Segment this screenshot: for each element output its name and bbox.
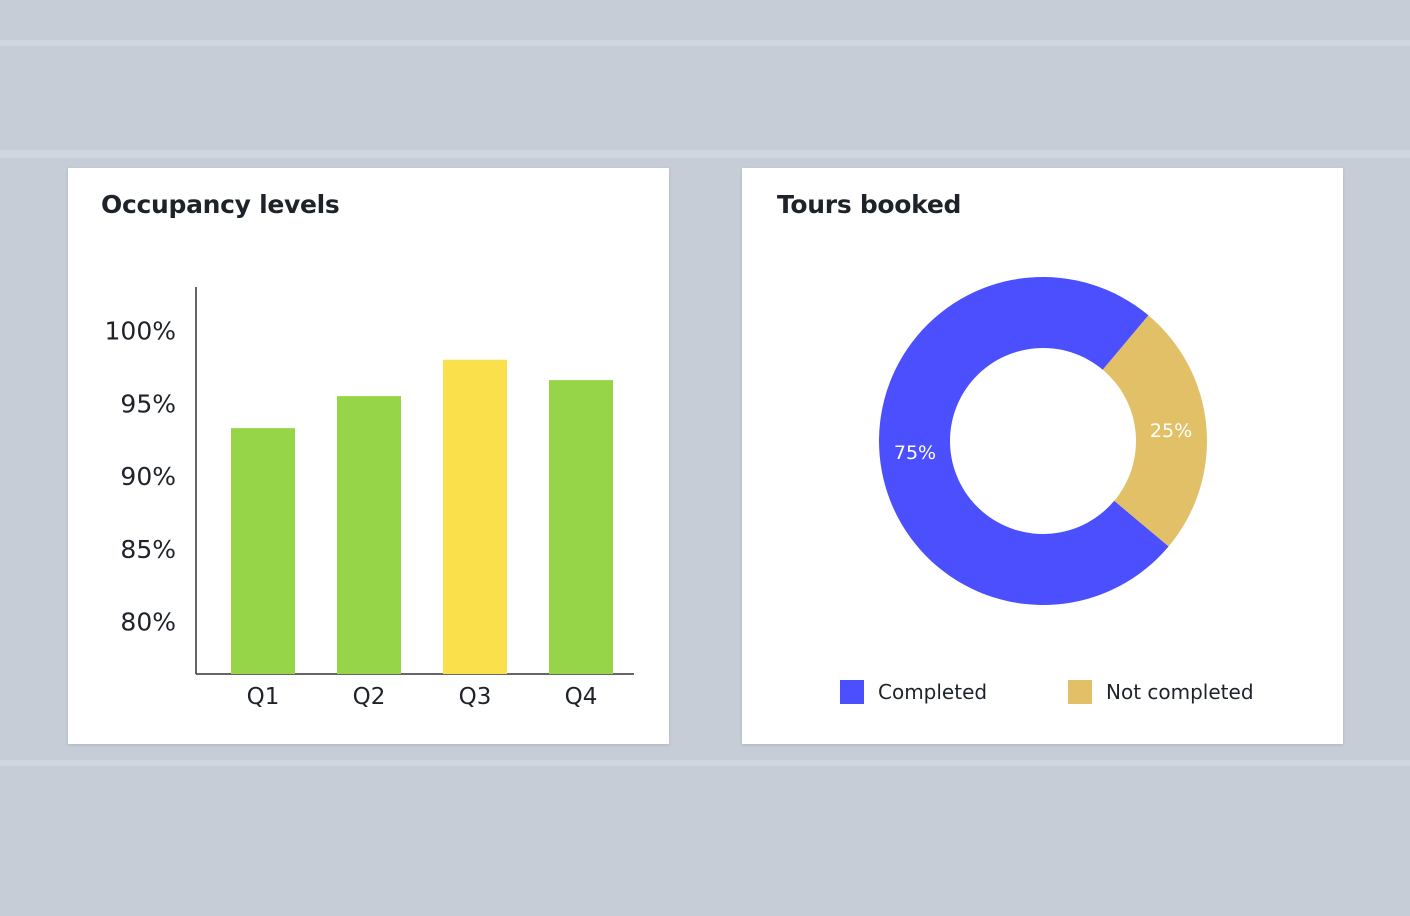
legend-item-completed: Completed — [840, 680, 987, 704]
y-tick-label: 80% — [120, 608, 176, 637]
background-line — [0, 40, 1410, 46]
x-tick-label: Q3 — [459, 684, 492, 710]
y-tick-label: 90% — [120, 462, 176, 491]
occupancy-chart-card: Occupancy levels 100% 95% 90% 85% 80% Q1 Q2 Q3 Q… — [68, 168, 669, 744]
chart-title: Tours booked — [777, 190, 962, 219]
x-tick-label: Q4 — [565, 684, 598, 710]
donut-chart: 75% 25% — [879, 276, 1207, 605]
background-line — [0, 150, 1410, 158]
bar-q3 — [443, 359, 507, 674]
x-tick-label: Q2 — [353, 684, 386, 710]
x-tick-label: Q1 — [247, 684, 280, 710]
chart-title: Occupancy levels — [101, 190, 340, 219]
slice-not-completed — [1102, 315, 1207, 547]
bar-q1 — [231, 428, 295, 674]
y-tick-label: 100% — [105, 317, 176, 346]
bar-q2 — [337, 396, 401, 674]
slice-completed — [879, 276, 1169, 605]
bar-chart: 100% 95% 90% 85% 80% Q1 Q2 Q3 Q4 — [105, 287, 634, 710]
y-tick-label: 85% — [120, 535, 176, 564]
legend-label: Not completed — [1106, 680, 1254, 704]
legend-item-not-completed: Not completed — [1068, 680, 1254, 704]
tours-chart-card: Tours booked 75% 25% Completed Not comple… — [742, 168, 1343, 744]
legend-swatch — [1068, 680, 1092, 704]
y-tick-label: 95% — [120, 389, 176, 418]
bar-q4 — [549, 380, 613, 674]
legend-label: Completed — [878, 680, 988, 704]
background-line — [0, 760, 1410, 766]
legend-swatch — [840, 680, 864, 704]
slice-value-label: 75% — [894, 442, 936, 464]
slice-value-label: 25% — [1150, 420, 1192, 442]
